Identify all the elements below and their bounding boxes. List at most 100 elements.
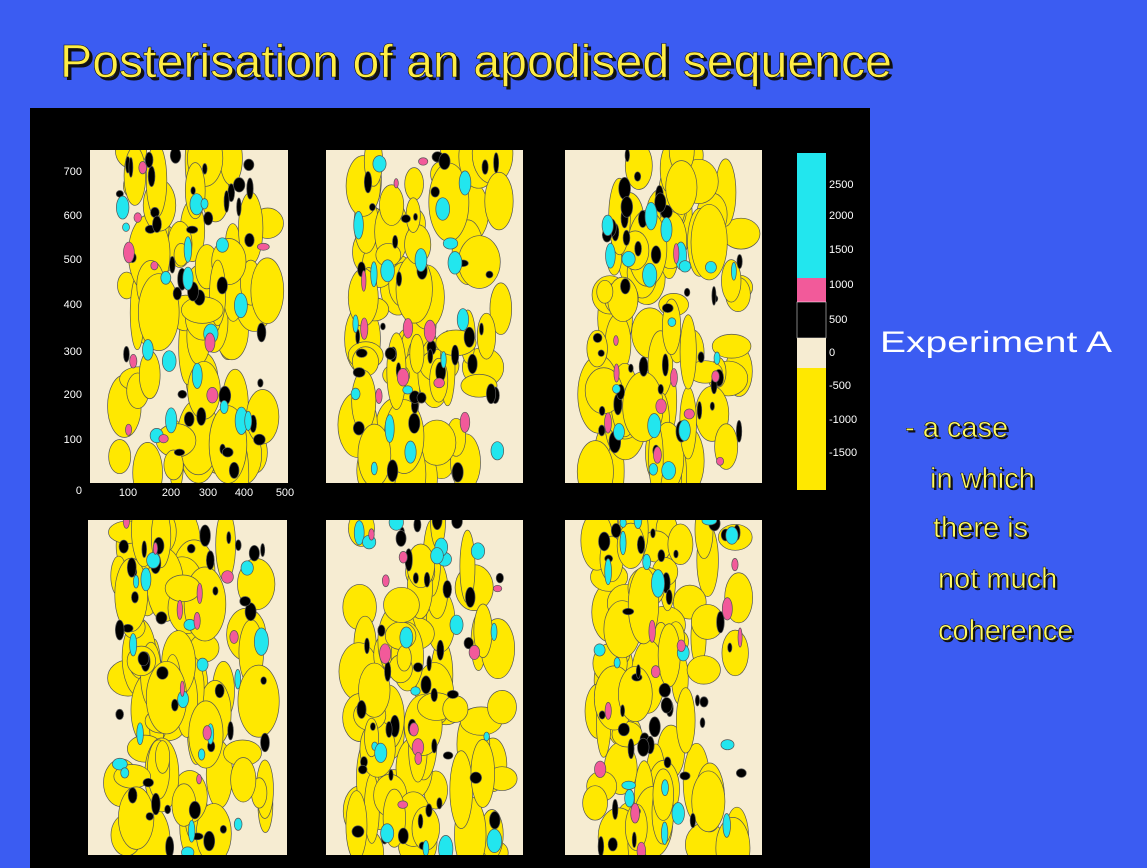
blob	[613, 363, 620, 383]
blob	[456, 308, 469, 331]
blob	[370, 722, 376, 731]
x-axis-label: 200	[162, 487, 180, 499]
blob	[447, 251, 463, 275]
blob	[711, 370, 720, 383]
blob	[661, 353, 669, 377]
colorbar-yellow	[797, 368, 826, 490]
blob	[206, 386, 219, 404]
blob	[227, 721, 234, 741]
blob	[392, 235, 399, 249]
blob	[597, 349, 605, 357]
blob	[214, 683, 225, 699]
blob	[679, 314, 697, 390]
blob	[709, 401, 715, 411]
blob	[352, 314, 359, 333]
blob	[660, 216, 673, 243]
blob	[398, 551, 408, 564]
y-axis-label: 300	[64, 346, 82, 358]
blob	[108, 439, 132, 475]
blob	[250, 257, 285, 324]
image-panel	[326, 150, 523, 483]
blob	[118, 539, 129, 554]
blob	[228, 461, 240, 479]
blob	[125, 423, 133, 436]
blob	[221, 447, 234, 458]
blob	[202, 725, 212, 741]
blob	[582, 785, 608, 821]
blob	[132, 442, 163, 483]
blob	[619, 520, 627, 528]
blob	[191, 362, 203, 389]
blob	[408, 412, 421, 434]
blob	[165, 407, 178, 434]
blob	[667, 317, 677, 327]
blob	[164, 574, 201, 603]
blob	[597, 836, 605, 855]
blob	[173, 448, 185, 457]
blob	[436, 639, 445, 661]
colorbar	[796, 153, 827, 490]
blob	[122, 520, 130, 529]
y-axis-label: 100	[64, 434, 82, 446]
blob	[129, 353, 138, 369]
blob	[470, 542, 485, 560]
blob	[720, 739, 735, 751]
blob	[196, 582, 203, 604]
y-axis-label: 500	[64, 254, 82, 266]
blob	[634, 171, 642, 182]
blob	[202, 163, 208, 175]
blob	[138, 161, 147, 175]
blob	[169, 150, 182, 164]
blob	[631, 831, 637, 848]
title-shadow: Posterisation of an apodised sequence	[63, 38, 895, 90]
blob	[229, 630, 239, 644]
blob	[654, 192, 667, 213]
blob	[644, 201, 658, 231]
blob	[484, 171, 514, 231]
colorbar-cyan	[797, 153, 826, 278]
blob	[355, 348, 368, 358]
blob	[142, 778, 154, 788]
side-line: there is	[933, 512, 1028, 544]
blob	[675, 687, 696, 754]
blob	[417, 813, 424, 829]
blob	[356, 700, 367, 719]
blob	[352, 421, 365, 436]
blob	[638, 356, 649, 377]
blob	[236, 197, 242, 217]
blob	[490, 622, 498, 641]
blob	[716, 456, 724, 466]
blob	[678, 419, 691, 442]
blob	[598, 710, 606, 720]
blob	[206, 550, 215, 570]
blob	[380, 259, 395, 283]
blob	[155, 611, 168, 625]
blob	[410, 686, 421, 696]
blob	[233, 177, 246, 193]
y-axis-label: 0	[76, 485, 82, 497]
blob	[383, 586, 420, 623]
blob	[379, 184, 405, 226]
x-axis-label: 300	[199, 487, 217, 499]
blob	[598, 405, 606, 416]
side-line-shadow: in which	[932, 465, 1037, 497]
blob	[637, 535, 646, 554]
blob	[648, 716, 661, 738]
blob	[399, 626, 414, 649]
blob	[463, 637, 474, 650]
blob	[665, 589, 673, 605]
blob	[661, 779, 669, 797]
blob	[358, 662, 391, 718]
image-panel	[88, 520, 287, 855]
blob	[212, 586, 219, 596]
blob	[384, 661, 392, 682]
image-panel	[90, 150, 288, 483]
blob	[402, 318, 414, 339]
blob	[416, 392, 427, 404]
blob	[601, 214, 614, 237]
blob	[433, 377, 445, 389]
blob	[150, 261, 159, 271]
image-panel	[326, 520, 523, 855]
blob	[118, 786, 155, 850]
